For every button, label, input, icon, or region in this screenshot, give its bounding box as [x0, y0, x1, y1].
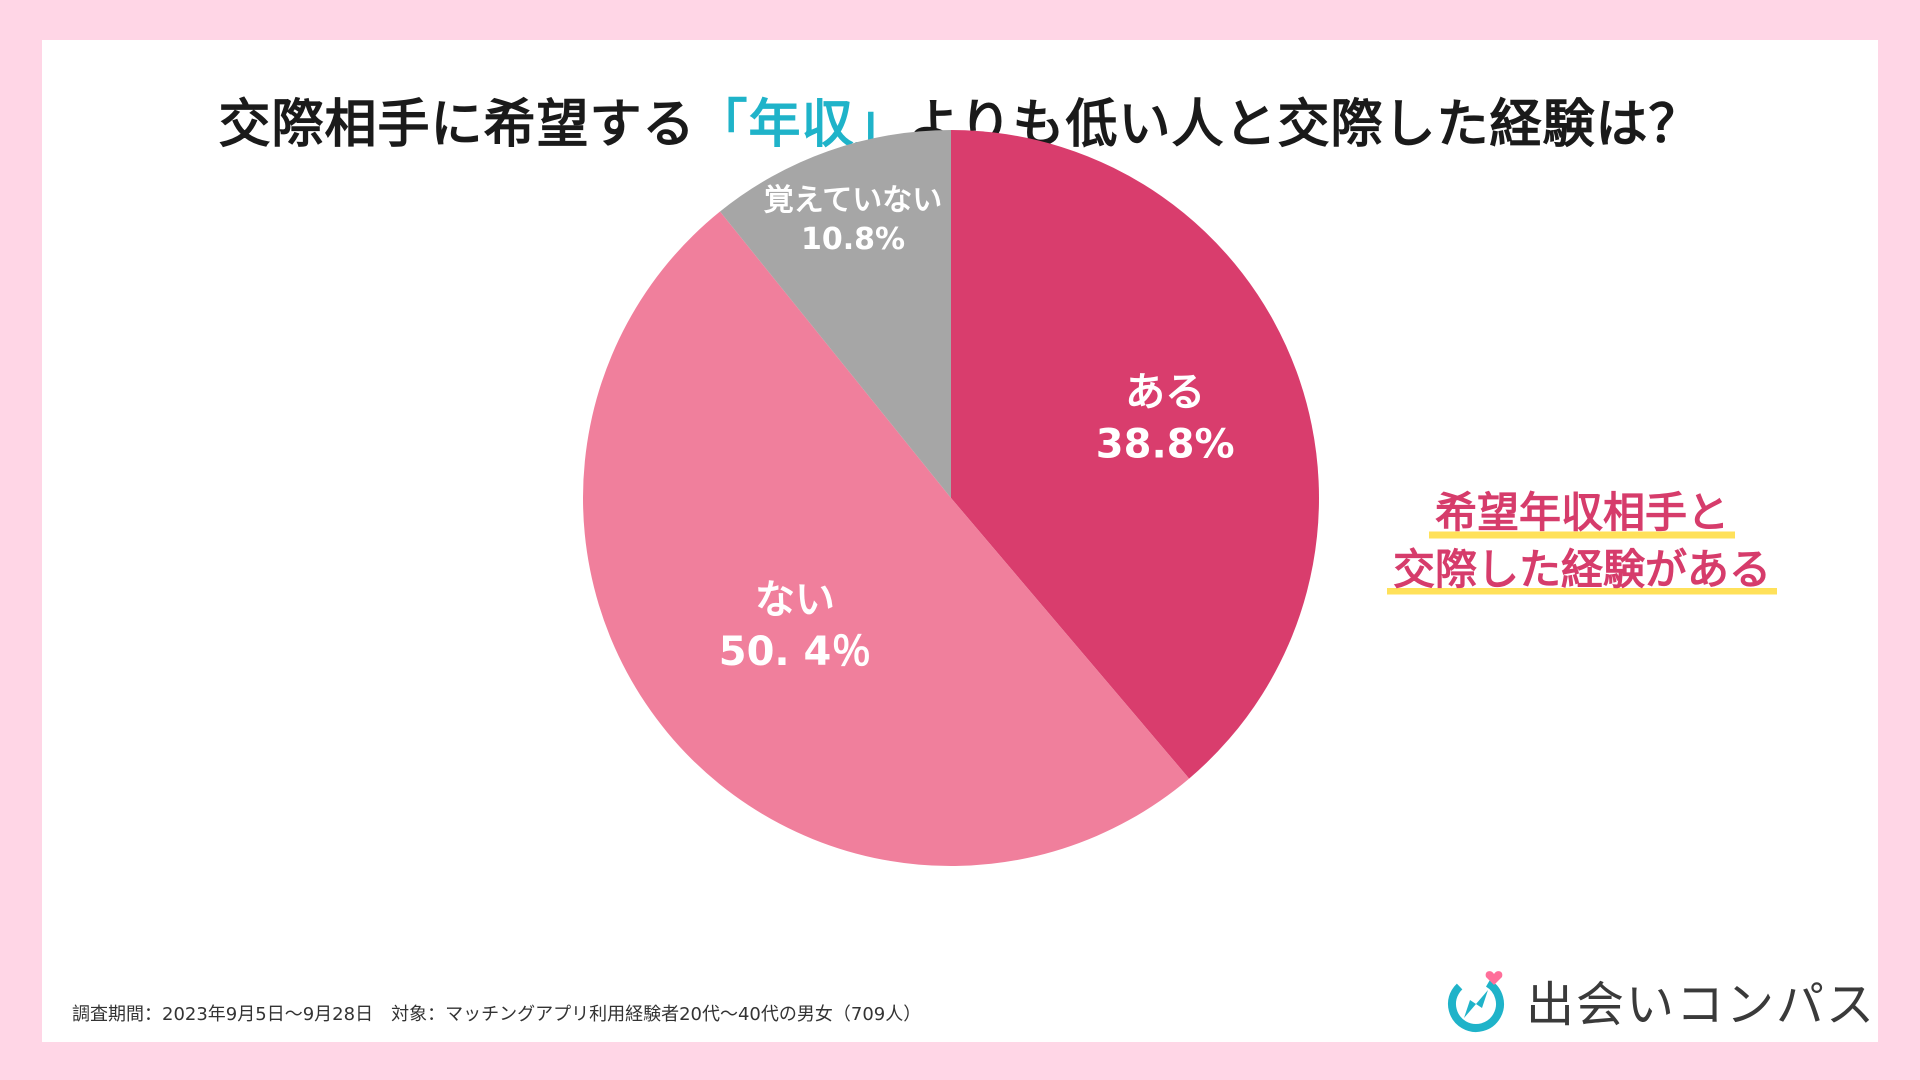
pie-slice-0	[951, 130, 1319, 779]
callout-line-1: 希望年収相手と	[1428, 485, 1735, 542]
callout-line-2: 交際した経験がある	[1386, 541, 1777, 599]
slice-label-0: ある	[1125, 369, 1205, 415]
pie-slice-2	[720, 130, 951, 498]
pie-chart: ある 38.8% ない 50. 4％ 覚えていない 10.8%	[582, 130, 1319, 867]
slice-value-0: 38.8%	[1096, 421, 1235, 467]
brand-name: 出会いコンパス	[1526, 977, 1877, 1033]
title-prefix: 交際相手に希望する	[218, 95, 696, 155]
chart-card: 交際相手に希望する「年収」よりも低い人と交際した経験は？ ある 38.8% ない 50…	[42, 40, 1878, 1042]
slice-label-1: ない	[755, 577, 835, 623]
chart-title: 交際相手に希望する「年収」よりも低い人と交際した経験は？	[42, 82, 1878, 157]
pie-slice-1	[582, 211, 1190, 867]
survey-footnote: 調査期間：2023年9月5日〜9月28日 対象：マッチングアプリ利用経験者20代…	[72, 1004, 922, 1025]
slice-value-2: 10.8%	[801, 222, 905, 257]
brand-logo: 出会いコンパス	[1442, 960, 1876, 1040]
compass-heart-icon	[1448, 971, 1504, 1032]
slice-label-2: 覚えていない	[764, 183, 943, 218]
slice-value-1: 50. 4％	[719, 629, 872, 675]
callout: 希望年収相手と 交際した経験がある	[1342, 485, 1822, 599]
